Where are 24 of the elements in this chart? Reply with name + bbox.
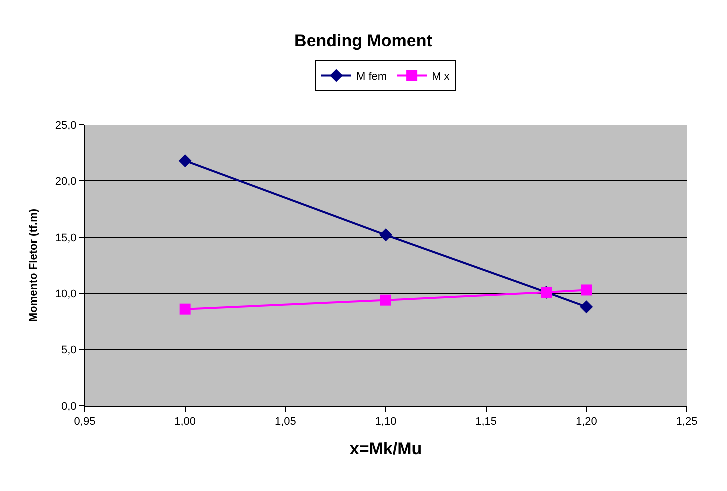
x-tick-label: 1,05 [274, 416, 296, 428]
point [380, 294, 392, 306]
x-tick-label: 1,15 [476, 416, 498, 428]
y-tick-label: 5,0 [62, 344, 77, 357]
point [580, 300, 594, 314]
legend-label: M x [432, 71, 450, 84]
x-tick-label: 0,95 [74, 416, 96, 428]
point [178, 154, 192, 168]
y-tick-label: 20,0 [55, 176, 77, 188]
chart-title: Bending Moment [294, 31, 433, 50]
y-tick-label: 10,0 [55, 288, 77, 300]
point [581, 284, 592, 296]
x-tick-label: 1,10 [375, 416, 397, 428]
x-tick-label: 1,00 [174, 416, 196, 428]
y-axis-title: Momento Fletor (tf.m) [28, 208, 40, 322]
x-axis-title: x=Mk/Mu [350, 440, 422, 459]
point [380, 228, 392, 242]
legend-label: M fem [356, 71, 388, 84]
point [180, 304, 191, 315]
y-tick-label: 15,0 [55, 232, 77, 244]
y-tick-label: 25,0 [55, 120, 77, 132]
x-tick-label: 1,20 [576, 416, 598, 428]
y-tick-label: 0,0 [62, 400, 77, 413]
x-tick-label: 1,25 [676, 416, 698, 428]
